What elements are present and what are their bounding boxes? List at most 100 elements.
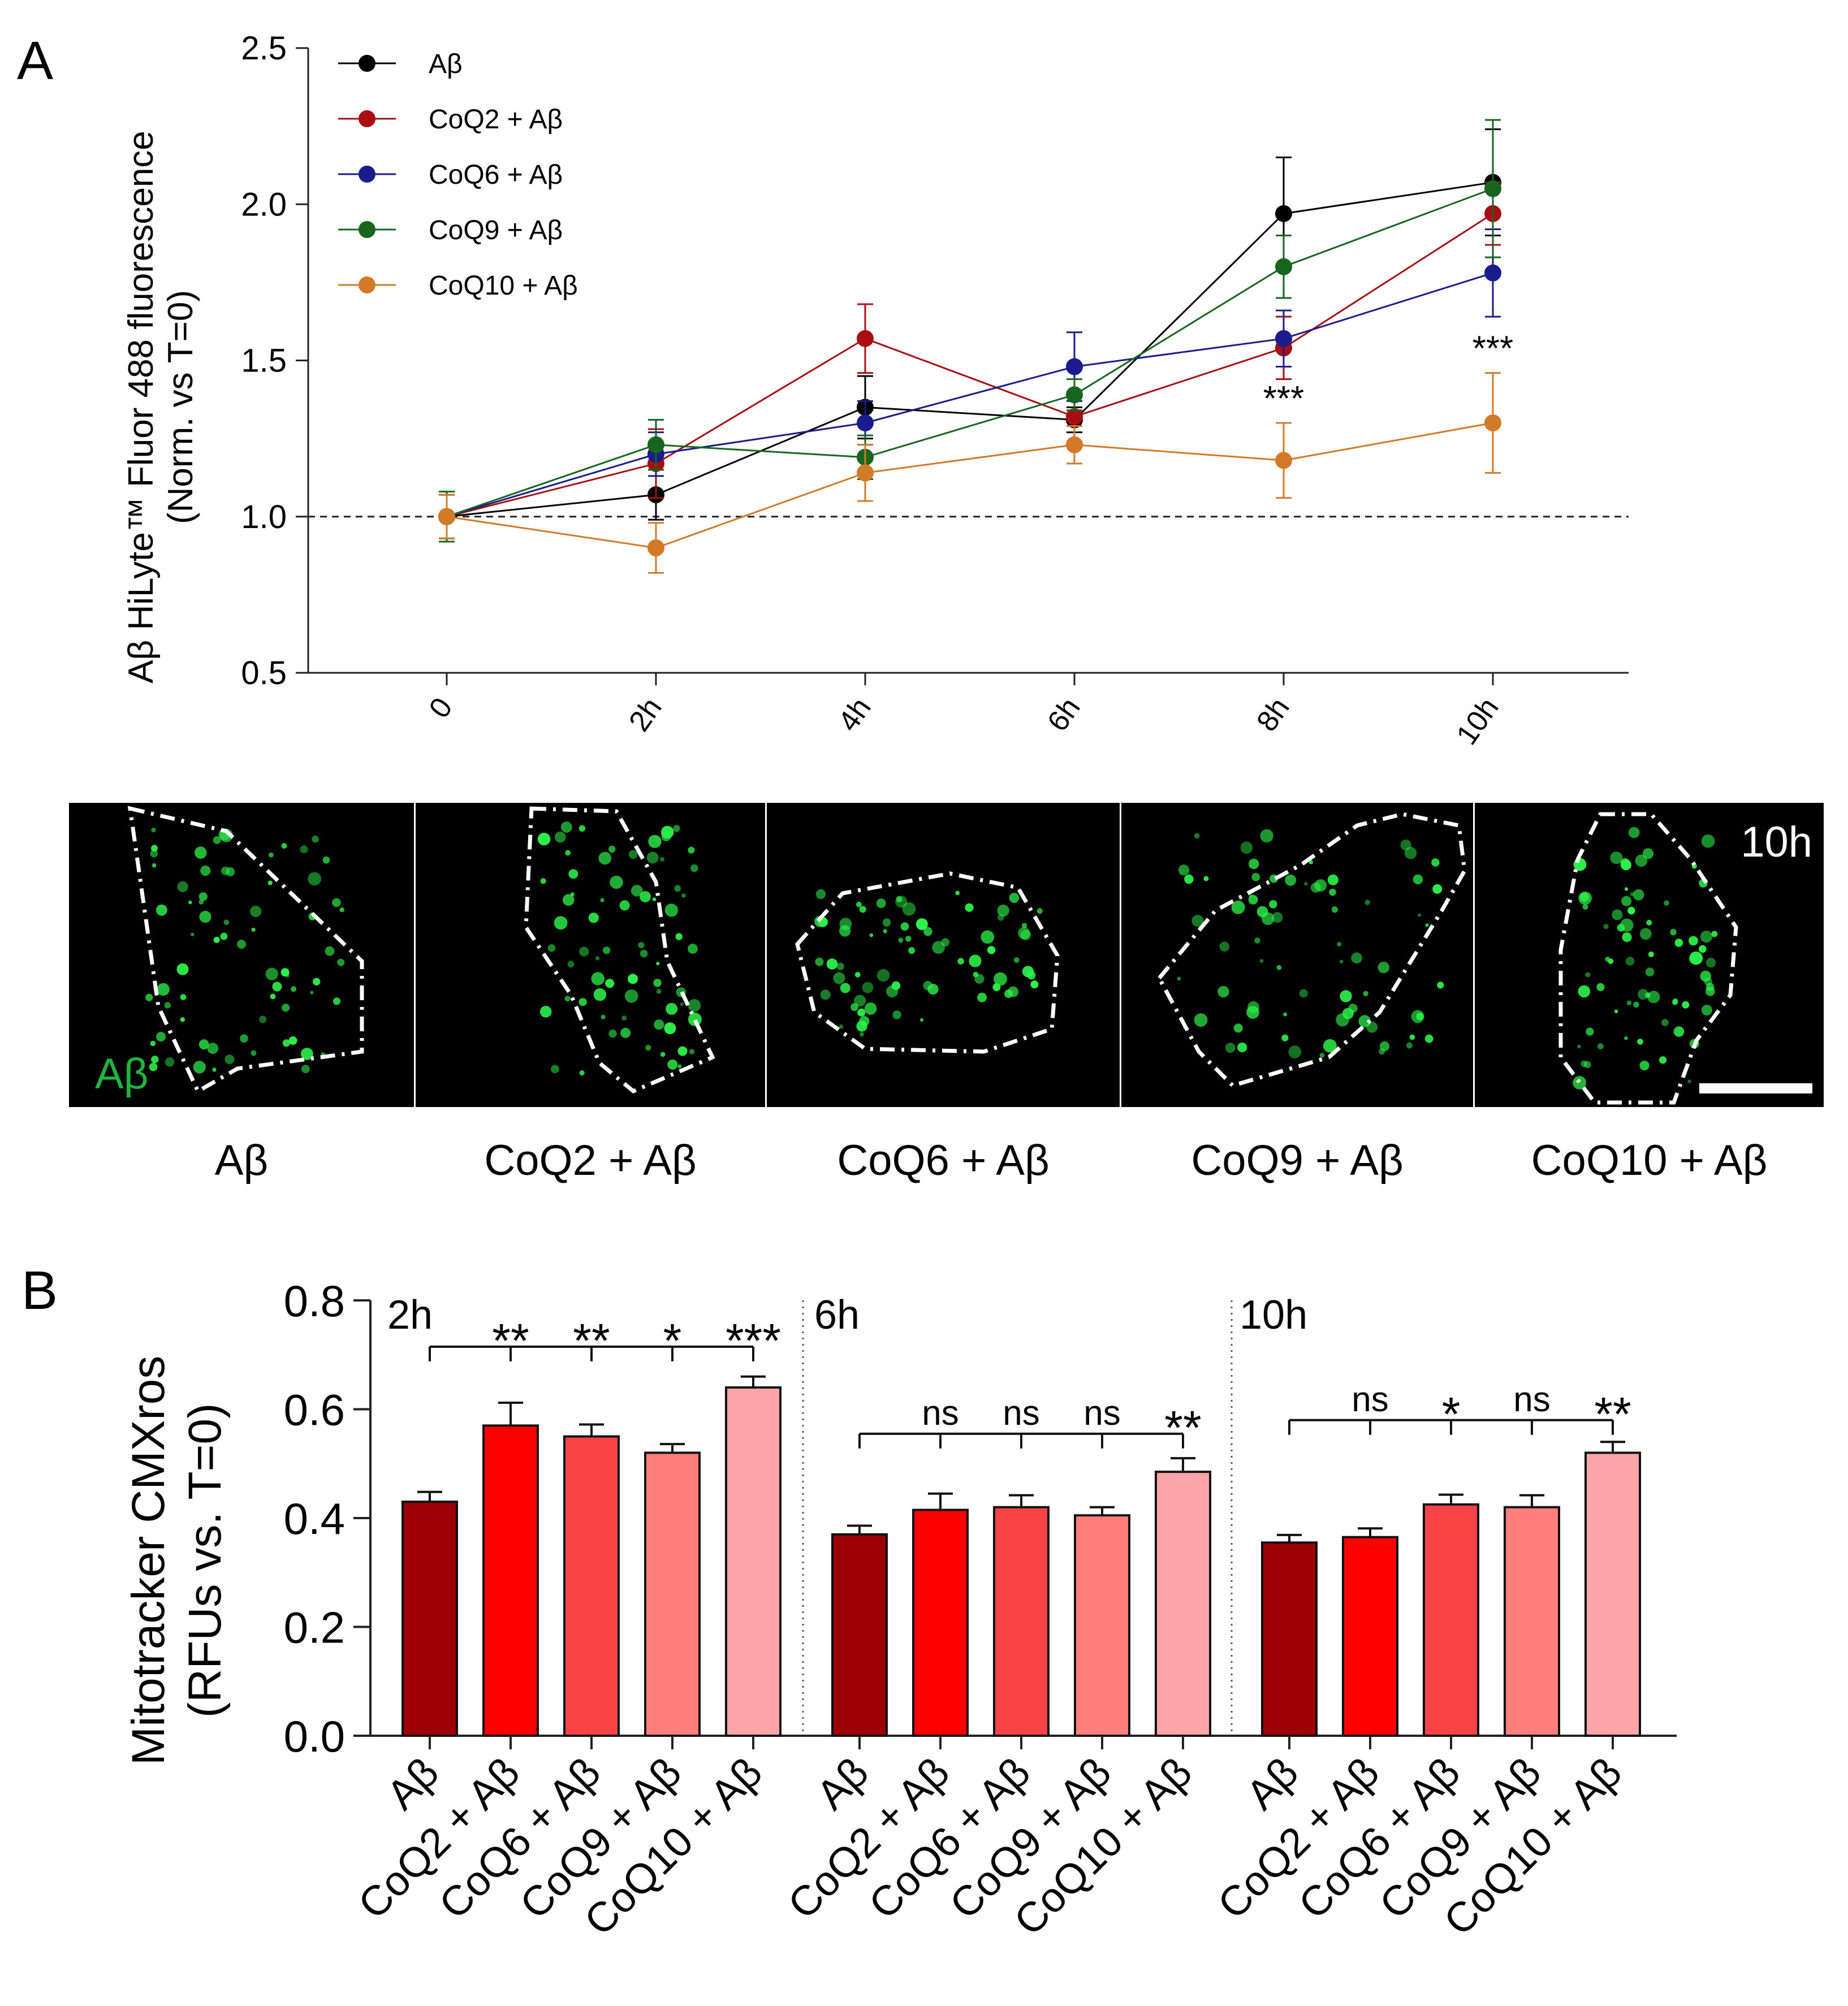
- fluorescent-puncta: [588, 913, 599, 923]
- fluorescent-puncta: [213, 936, 220, 943]
- panel-a-line-chart: Aβ HiLyte™ Fluor 488 fluorescence (Norm.…: [122, 30, 1629, 751]
- fluorescent-puncta: [1281, 1034, 1289, 1041]
- fluorescent-puncta: [640, 949, 648, 958]
- fluorescent-puncta: [1366, 1021, 1378, 1033]
- fluorescent-puncta: [862, 982, 874, 993]
- fluorescent-puncta: [969, 954, 982, 967]
- fluorescent-puncta: [1701, 1005, 1712, 1016]
- fluorescent-puncta: [226, 867, 235, 876]
- data-point: [1275, 258, 1292, 275]
- fluorescent-puncta: [282, 1004, 290, 1012]
- fluorescent-puncta: [579, 1070, 585, 1076]
- fluorescent-puncta: [1687, 1079, 1691, 1083]
- data-point: [1275, 330, 1292, 347]
- bar: [993, 1506, 1050, 1737]
- fluorescent-puncta: [820, 989, 831, 1000]
- fluorescent-puncta: [1283, 1012, 1288, 1017]
- fluorescent-puncta: [551, 1065, 559, 1074]
- micrograph-caption: CoQ6 + Aβ: [837, 1136, 1049, 1184]
- fluorescent-puncta: [977, 992, 987, 1002]
- fluorescent-puncta: [965, 903, 974, 912]
- cell-outline: [524, 806, 715, 1094]
- fluorescent-puncta: [200, 865, 211, 876]
- fluorescent-puncta: [1251, 873, 1260, 881]
- fluorescent-puncta: [1682, 1001, 1690, 1009]
- fluorescent-puncta: [1327, 874, 1338, 885]
- group-time-label: 10h: [1240, 1292, 1307, 1338]
- fluorescent-puncta: [902, 902, 916, 916]
- fluorescent-puncta: [1584, 1061, 1591, 1069]
- fluorescent-puncta: [165, 1057, 175, 1067]
- fluorescent-puncta: [1404, 846, 1417, 859]
- fluorescent-puncta: [892, 1010, 901, 1019]
- fluorescent-puncta: [681, 893, 686, 898]
- fluorescent-puncta: [177, 881, 188, 893]
- fluorescent-puncta: [1237, 1043, 1247, 1053]
- fluorescent-puncta: [640, 891, 651, 902]
- fluorescent-puncta: [850, 1003, 858, 1011]
- fluorescent-puncta: [619, 900, 630, 911]
- y-tick-label: 0.2: [284, 1603, 345, 1653]
- fluorescent-puncta: [1664, 900, 1669, 906]
- fluorescent-puncta: [652, 897, 657, 901]
- fluorescent-puncta: [645, 1045, 651, 1051]
- fluorescent-puncta: [1672, 999, 1678, 1005]
- legend-marker: [359, 55, 375, 72]
- fluorescent-puncta: [1639, 1061, 1650, 1071]
- fluorescent-puncta: [688, 846, 695, 854]
- bar: [1504, 1506, 1560, 1737]
- fluorescent-puncta: [1378, 961, 1389, 974]
- fluorescent-puncta: [339, 907, 344, 913]
- x-tick-label: 0: [423, 692, 459, 724]
- fluorescent-puncta: [908, 947, 915, 954]
- legend-label: Aβ: [429, 49, 463, 79]
- fluorescent-puncta: [1340, 959, 1344, 963]
- fluorescent-puncta: [207, 1043, 219, 1054]
- fluorescent-puncta: [1217, 985, 1229, 998]
- data-point: [438, 508, 455, 525]
- fluorescent-puncta: [1240, 841, 1253, 854]
- fluorescent-puncta: [1260, 829, 1273, 843]
- fluorescent-puncta: [251, 927, 256, 932]
- fluorescent-puncta: [1637, 1039, 1643, 1045]
- fluorescent-puncta: [308, 872, 321, 886]
- fluorescent-puncta: [664, 1022, 676, 1035]
- fluorescent-puncta: [265, 967, 278, 980]
- fluorescent-puncta: [180, 1017, 185, 1022]
- data-point: [1066, 386, 1083, 404]
- fluorescent-puncta: [638, 942, 645, 949]
- fluorescent-puncta: [188, 900, 192, 905]
- fluorescent-puncta: [631, 885, 643, 897]
- legend-marker: [359, 221, 375, 238]
- data-point: [857, 330, 874, 347]
- fluorescent-puncta: [1431, 858, 1440, 867]
- fluorescent-puncta: [270, 993, 276, 1000]
- significance-label: ns: [1083, 1394, 1120, 1433]
- data-point: [647, 539, 664, 556]
- fluorescent-puncta: [156, 904, 167, 916]
- fluorescent-puncta: [833, 972, 845, 984]
- fluorescent-puncta: [213, 836, 221, 844]
- fluorescent-puncta: [1630, 892, 1635, 897]
- fluorescent-puncta: [1254, 937, 1260, 944]
- fluorescent-puncta: [593, 988, 607, 1001]
- fluorescent-puncta: [660, 857, 664, 862]
- x-tick-label: 8h: [1250, 692, 1296, 738]
- fluorescent-puncta: [997, 904, 1009, 917]
- fluorescent-puncta: [1348, 1004, 1358, 1013]
- fluorescent-puncta: [1645, 967, 1655, 976]
- fluorescent-puncta: [224, 1054, 235, 1065]
- fluorescent-puncta: [1018, 927, 1030, 939]
- fluorescent-puncta: [1021, 923, 1027, 928]
- fluorescent-puncta: [608, 1030, 617, 1038]
- fluorescent-puncta: [1336, 1013, 1349, 1027]
- fluorescent-puncta: [896, 896, 903, 902]
- time-label: 10h: [1741, 818, 1812, 866]
- fluorescent-puncta: [1614, 1009, 1618, 1014]
- data-point: [1484, 264, 1501, 282]
- fluorescent-puncta: [540, 878, 546, 884]
- fluorescent-puncta: [237, 940, 247, 949]
- fluorescent-puncta: [1670, 929, 1677, 936]
- fluorescent-puncta: [282, 1039, 290, 1047]
- fluorescent-puncta: [1628, 827, 1640, 838]
